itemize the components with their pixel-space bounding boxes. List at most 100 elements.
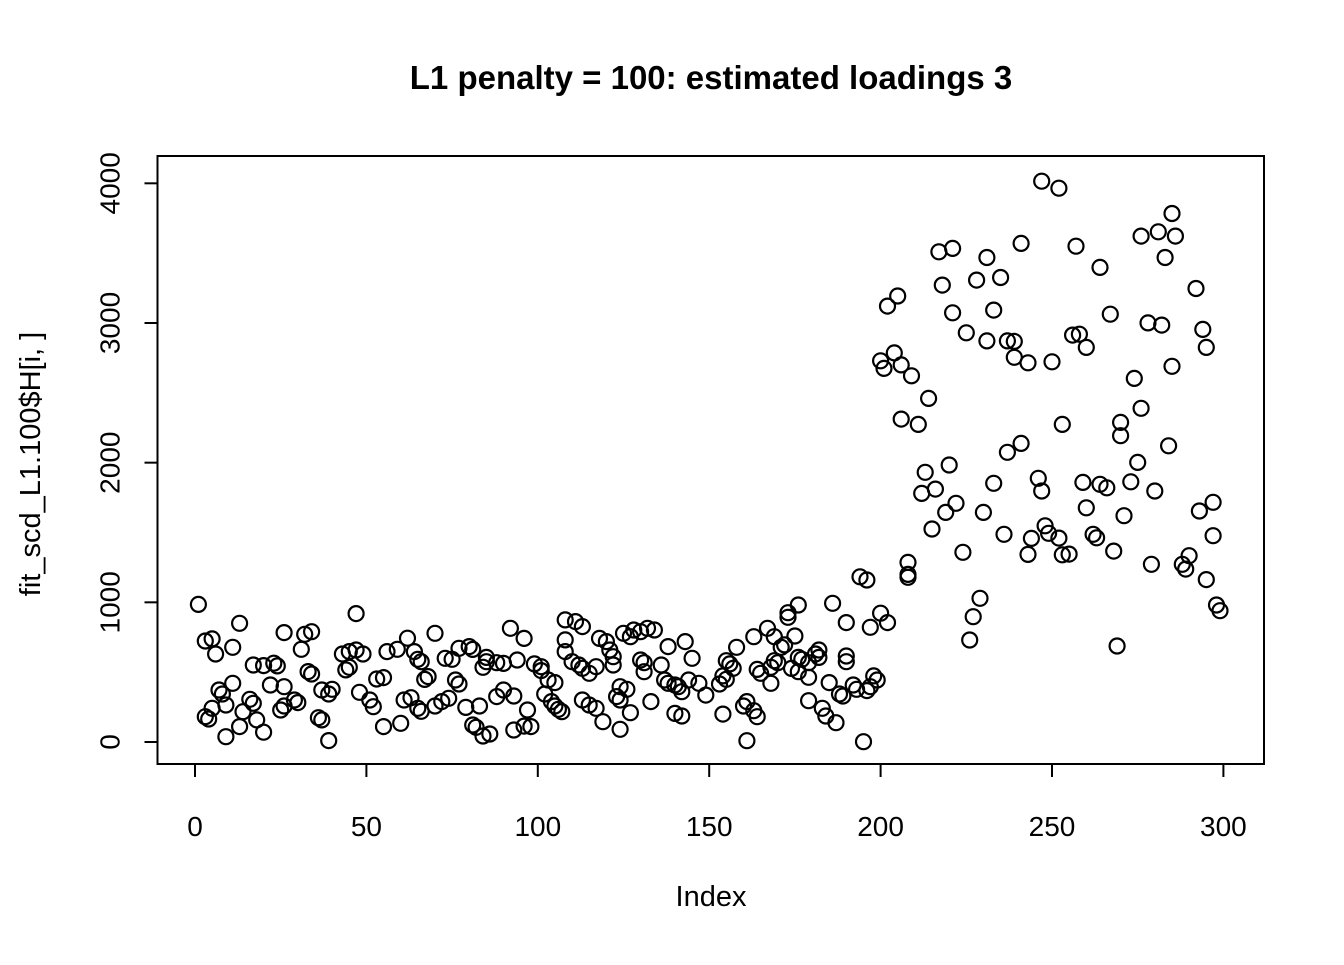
data-point bbox=[364, 698, 382, 716]
data-point bbox=[268, 657, 286, 675]
data-point bbox=[1039, 524, 1058, 542]
data-point bbox=[477, 648, 495, 667]
data-point bbox=[762, 674, 780, 692]
data-point bbox=[597, 632, 616, 651]
data-point bbox=[902, 367, 921, 385]
data-point bbox=[673, 707, 691, 725]
y-tick-label: 2000 bbox=[95, 432, 126, 494]
data-point bbox=[913, 484, 931, 502]
data-point bbox=[261, 676, 279, 694]
data-point bbox=[446, 671, 465, 689]
data-point bbox=[645, 621, 664, 639]
data-point bbox=[923, 520, 941, 538]
data-point bbox=[1105, 542, 1123, 560]
data-point bbox=[899, 565, 917, 584]
data-point bbox=[1142, 555, 1161, 573]
data-point bbox=[714, 705, 732, 723]
data-point bbox=[398, 629, 417, 647]
data-point bbox=[1190, 502, 1209, 520]
data-point bbox=[676, 632, 694, 651]
data-point bbox=[865, 667, 883, 685]
data-point bbox=[892, 410, 910, 428]
y-tick-label: 0 bbox=[95, 734, 126, 750]
data-point bbox=[659, 674, 677, 692]
data-point bbox=[1159, 437, 1178, 455]
data-point bbox=[638, 619, 657, 637]
data-point bbox=[255, 656, 273, 675]
data-point bbox=[621, 704, 640, 722]
data-point bbox=[313, 711, 331, 729]
data-point bbox=[710, 675, 729, 693]
data-point bbox=[813, 699, 831, 717]
data-point bbox=[734, 697, 753, 715]
data-point bbox=[1111, 413, 1130, 431]
data-point bbox=[1033, 482, 1051, 500]
x-tick-label: 150 bbox=[686, 811, 733, 842]
data-point bbox=[587, 658, 605, 676]
data-point bbox=[1022, 529, 1041, 548]
data-point bbox=[501, 619, 519, 637]
x-tick-label: 250 bbox=[1029, 811, 1076, 842]
data-point bbox=[679, 671, 698, 689]
data-point bbox=[875, 359, 893, 377]
data-point bbox=[388, 640, 406, 658]
data-point bbox=[320, 731, 338, 750]
data-point bbox=[464, 640, 482, 659]
data-point bbox=[919, 389, 938, 407]
data-point bbox=[1033, 172, 1051, 190]
data-point bbox=[244, 656, 262, 674]
data-point bbox=[354, 645, 372, 663]
data-point bbox=[285, 691, 303, 709]
data-point bbox=[299, 662, 317, 681]
data-point bbox=[998, 332, 1017, 350]
data-point bbox=[309, 709, 327, 727]
data-point bbox=[738, 732, 756, 750]
data-point bbox=[409, 699, 427, 717]
data-point bbox=[213, 685, 231, 703]
data-point bbox=[806, 645, 825, 663]
data-point bbox=[1053, 546, 1071, 564]
x-tick-label: 0 bbox=[187, 811, 203, 842]
data-point bbox=[786, 627, 804, 645]
data-point bbox=[515, 629, 533, 648]
data-point bbox=[224, 638, 242, 656]
data-point bbox=[789, 663, 807, 681]
data-point bbox=[995, 525, 1013, 543]
data-point bbox=[837, 653, 855, 671]
data-point bbox=[957, 324, 975, 342]
data-point bbox=[991, 268, 1010, 287]
data-point bbox=[573, 617, 592, 636]
data-point bbox=[210, 681, 228, 699]
data-point bbox=[799, 692, 818, 710]
x-axis-ticks: 0 50 100 150 200 250 300 bbox=[187, 764, 1247, 842]
data-point bbox=[933, 276, 951, 294]
data-point bbox=[460, 637, 478, 656]
data-point bbox=[751, 664, 770, 682]
data-point bbox=[450, 639, 468, 657]
data-point bbox=[474, 727, 492, 745]
data-point bbox=[457, 698, 475, 717]
data-point bbox=[570, 656, 588, 674]
data-point bbox=[231, 614, 249, 632]
data-point bbox=[231, 717, 249, 736]
data-point bbox=[1012, 434, 1030, 452]
data-point bbox=[207, 645, 225, 663]
data-point bbox=[961, 631, 979, 649]
data-point bbox=[618, 680, 636, 698]
data-point bbox=[1084, 525, 1102, 543]
data-point bbox=[878, 613, 897, 632]
data-point bbox=[652, 656, 670, 674]
data-point bbox=[1050, 179, 1068, 197]
data-point bbox=[518, 701, 537, 719]
data-point bbox=[436, 649, 454, 667]
data-point bbox=[1101, 305, 1119, 323]
data-point bbox=[224, 674, 242, 692]
data-point bbox=[697, 686, 715, 704]
data-point bbox=[868, 671, 886, 689]
data-point bbox=[395, 691, 413, 709]
data-point bbox=[607, 687, 626, 706]
y-tick-label: 3000 bbox=[95, 292, 126, 354]
data-point bbox=[594, 713, 612, 731]
data-point bbox=[930, 243, 948, 261]
